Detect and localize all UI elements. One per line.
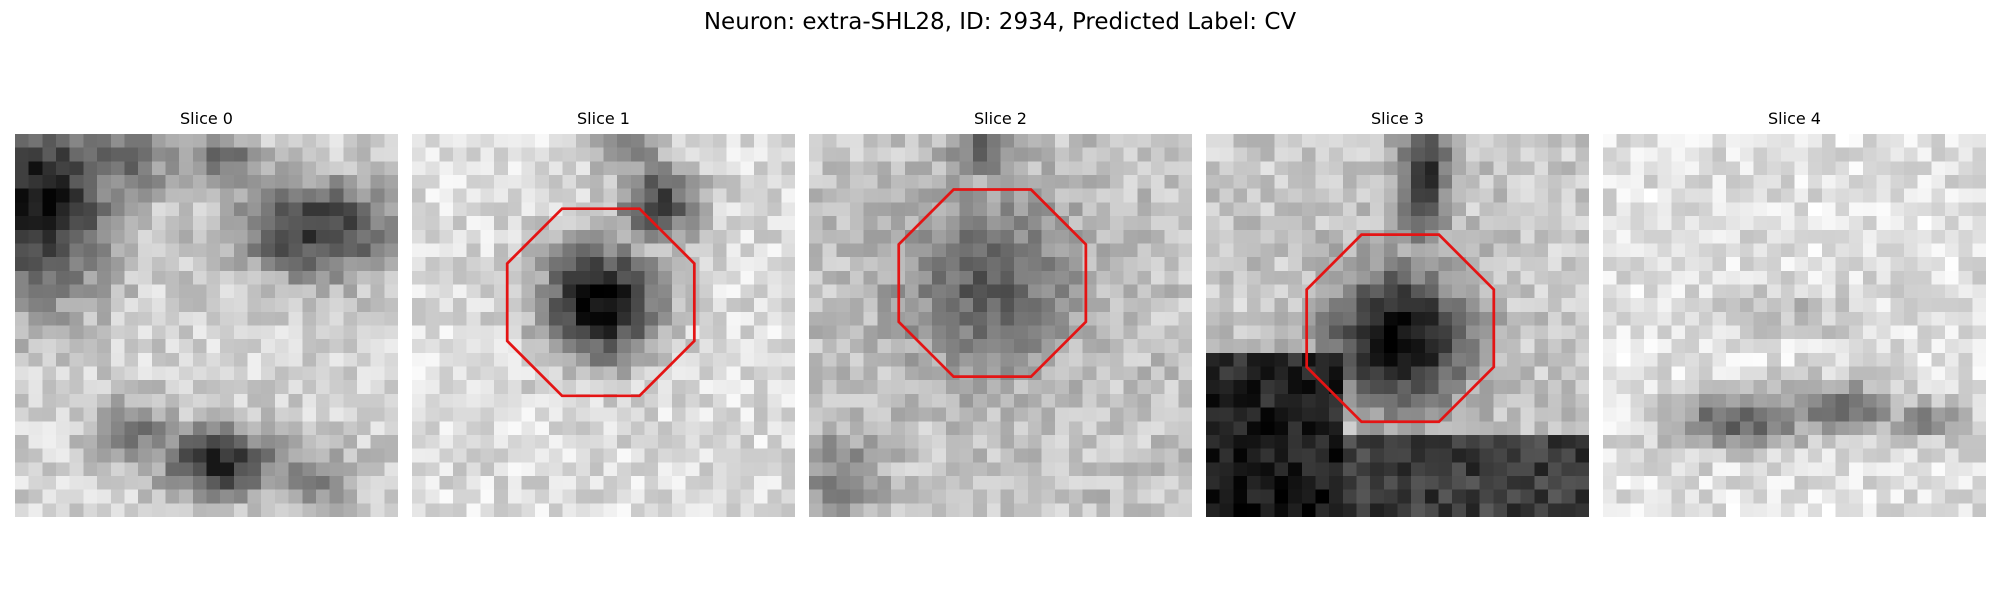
slice-3-outline xyxy=(1305,233,1496,424)
slice-2-image xyxy=(809,134,1192,517)
slice-2-pixel-grid xyxy=(809,134,1192,517)
slice-1-image xyxy=(412,134,795,517)
slice-0-pixel-grid xyxy=(15,134,398,517)
slice-1-pixels xyxy=(412,134,795,517)
slice-4-pixels xyxy=(1603,134,1986,517)
slice-3-pixels xyxy=(1206,134,1589,517)
slice-2-title: Slice 2 xyxy=(974,109,1027,128)
slice-0-image xyxy=(15,134,398,517)
slice-4-pixel-grid xyxy=(1603,134,1986,517)
slice-0-pixels xyxy=(15,134,398,517)
slice-0-title: Slice 0 xyxy=(180,109,233,128)
slice-1-title: Slice 1 xyxy=(577,109,630,128)
slice-1-pixel-grid xyxy=(412,134,795,517)
slice-4-image xyxy=(1603,134,1986,517)
slice-1-outline xyxy=(505,207,696,398)
slice-3-pixel-grid xyxy=(1206,134,1589,517)
figure-title: Neuron: extra-SHL28, ID: 2934, Predicted… xyxy=(703,9,1297,35)
slice-4-title: Slice 4 xyxy=(1768,109,1821,128)
slice-2-pixels xyxy=(809,134,1192,517)
slice-3-image xyxy=(1206,134,1589,517)
slice-2-outline xyxy=(897,188,1088,379)
slice-3-title: Slice 3 xyxy=(1371,109,1424,128)
